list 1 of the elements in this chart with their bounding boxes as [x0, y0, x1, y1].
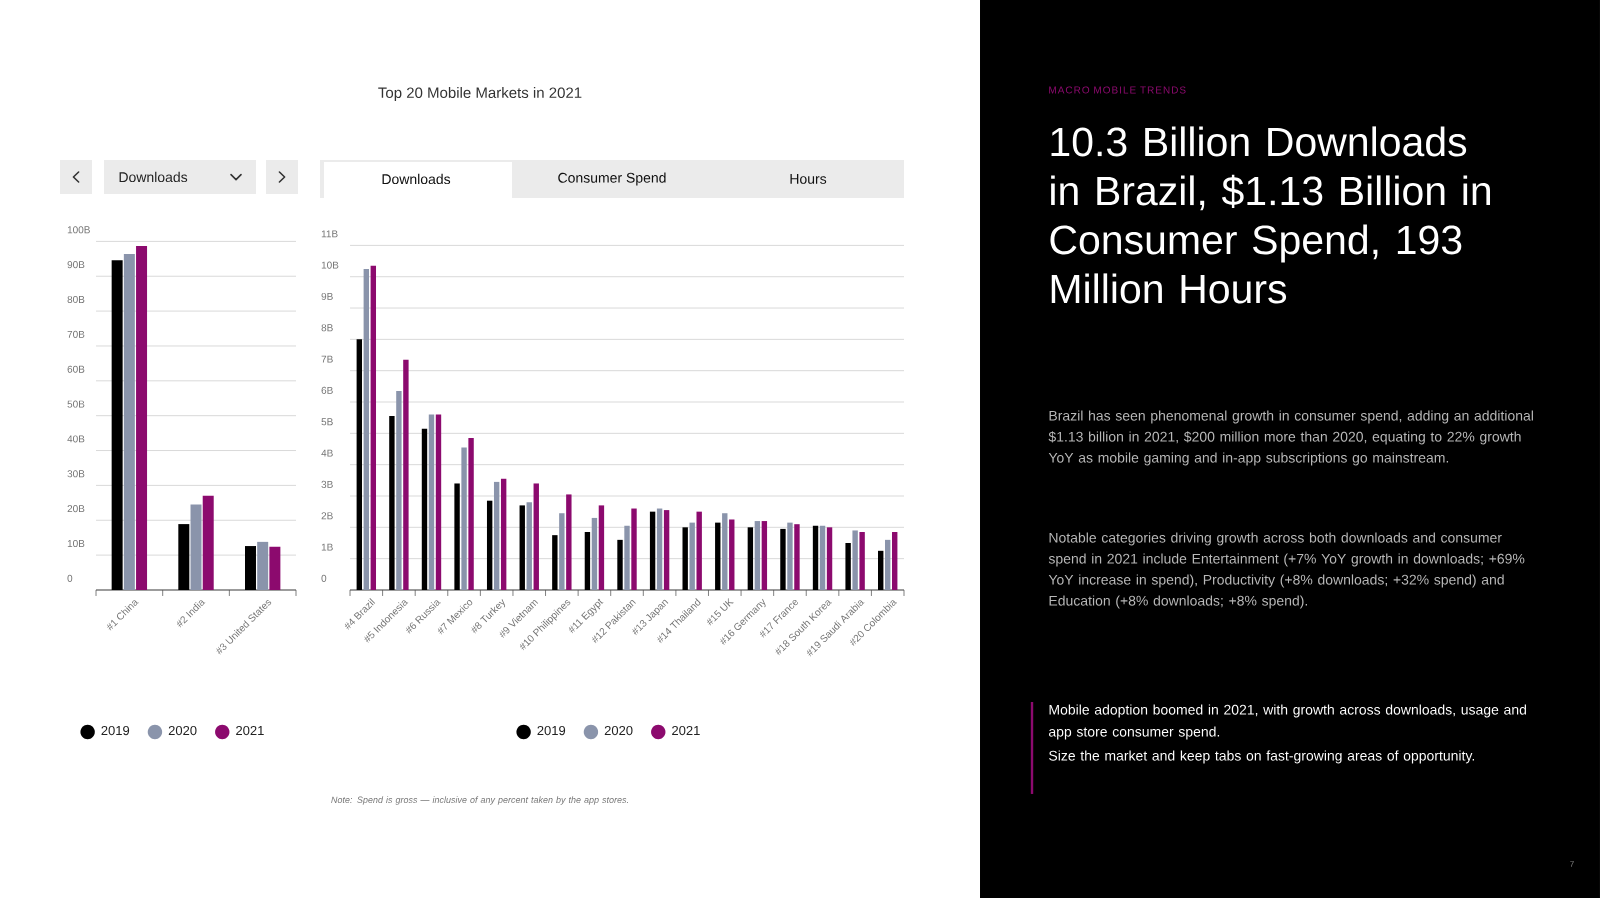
text: 10.3 Billion Downloads in Brazil, $1.13 Billion in Consumer Spend, 193 Million Hours	[1050, 126, 1491, 304]
